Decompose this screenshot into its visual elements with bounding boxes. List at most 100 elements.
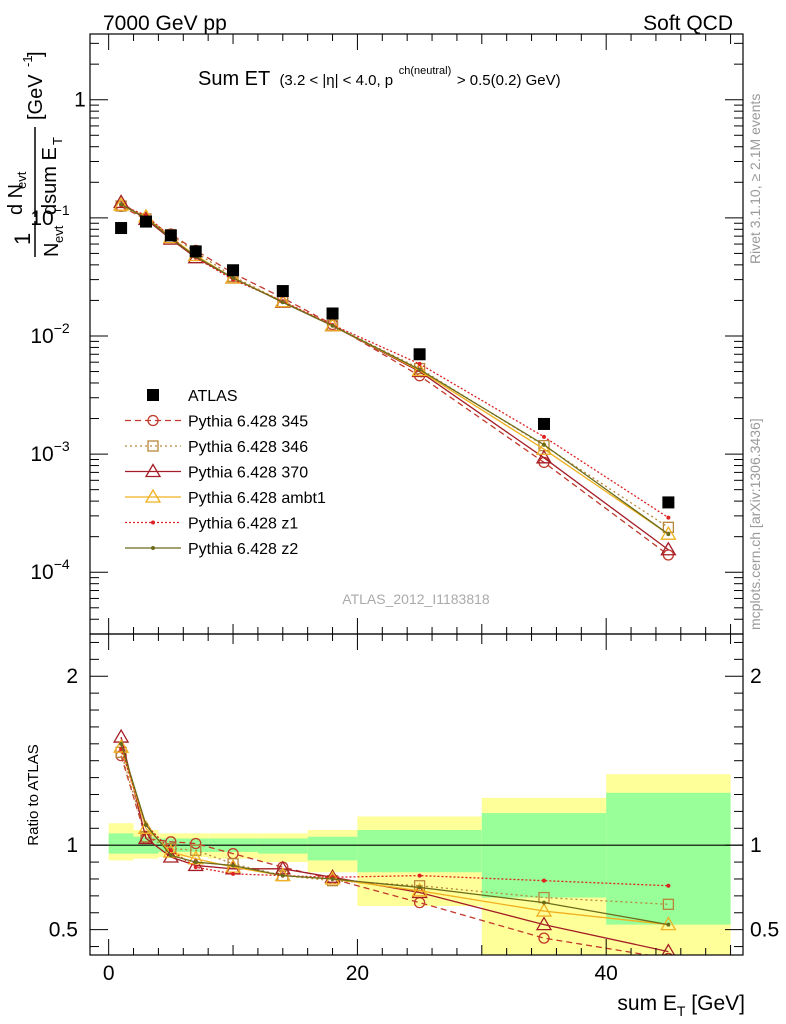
data-point (417, 885, 422, 890)
ratio-series-line (120, 755, 652, 955)
svg-text:evt: evt (14, 171, 29, 189)
atlas-data-point (227, 264, 240, 277)
atlas-data-point (139, 215, 152, 228)
data-point (666, 883, 671, 888)
data-point (280, 300, 285, 305)
uncertainty-band-inner (257, 838, 308, 854)
data-point (144, 463, 162, 478)
series-line (120, 203, 669, 535)
uncertainty-band-inner (481, 813, 607, 898)
atlas-data-point (189, 245, 202, 258)
data-point (538, 932, 550, 944)
data-point (231, 863, 236, 868)
legend-label: Pythia 6.428 346 (188, 439, 308, 456)
data-point (324, 868, 341, 883)
legend-label: ATLAS (188, 388, 238, 405)
svg-text:1: 1 (10, 233, 35, 245)
y-tick-label: 10−1 (30, 202, 70, 230)
y-tick-label: 10−2 (30, 320, 70, 348)
x-tick-label: 0 (103, 962, 115, 985)
svg-text:T: T (50, 137, 65, 145)
data-point (147, 440, 159, 452)
ratio-series-line (120, 752, 669, 905)
svg-text:-1: -1 (20, 55, 35, 67)
ratio-series-group (112, 728, 677, 955)
mcplots-label: mcplots.cern.ch [arXiv:1306.3436] (747, 418, 763, 630)
data-point (535, 440, 553, 455)
data-point (144, 488, 162, 503)
ratio-y-tick-label: 2 (750, 665, 762, 688)
data-point (666, 922, 671, 927)
data-point (411, 362, 428, 377)
svg-text:[GeV: [GeV (25, 74, 47, 120)
uncertainty-band-inner (307, 836, 358, 861)
data-point (666, 532, 671, 537)
x-tick-label: 40 (595, 962, 618, 985)
ratio-plot-area (90, 774, 743, 955)
data-point (231, 275, 236, 280)
series-line (120, 204, 669, 519)
atlas-data-point (276, 285, 289, 298)
data-point (112, 738, 130, 753)
main-y-axis-label: 1 N evt d N evt dsum E T [GeV -1 ] (5, 51, 66, 257)
uncertainty-band-inner (108, 833, 134, 854)
ratio-series-line (120, 743, 669, 926)
main-series-group (112, 194, 677, 561)
svg-text:]: ] (25, 51, 47, 57)
legend-label: Pythia 6.428 z2 (188, 541, 298, 558)
data-point (168, 848, 173, 853)
data-point (193, 865, 198, 870)
ratio-y-tick-label: 2 (66, 665, 78, 688)
data-point (165, 836, 177, 848)
data-point (417, 873, 422, 878)
data-point (147, 414, 159, 427)
uncertainty-band-inner (357, 829, 482, 873)
ratio-y-tick-label: 0.5 (49, 919, 78, 942)
ratio-series-line (120, 748, 669, 887)
data-point (330, 876, 335, 881)
plot-title: Sum ET (3.2 < |η| < 4.0, p ch(neutral) >… (198, 57, 561, 90)
rivet-version-label: Rivet 3.1.10, ≥ 2.1M events (747, 94, 763, 264)
legend: ATLAS Pythia 6.428 345 Pythia 6.428 346 Pyt… (125, 388, 326, 558)
legend-label: Pythia 6.428 ambt1 (188, 490, 326, 507)
data-point (137, 819, 155, 834)
data-point (660, 541, 677, 556)
data-point (143, 822, 148, 827)
data-point (119, 741, 124, 746)
data-point (324, 870, 341, 885)
data-point (231, 871, 236, 876)
ratio-y-tick-label: 0.5 (750, 919, 779, 942)
data-point (190, 844, 202, 856)
data-point (417, 361, 422, 366)
data-point (137, 830, 155, 845)
atlas-data-point (326, 307, 339, 320)
data-point (224, 269, 242, 284)
legend-label: Pythia 6.428 345 (188, 414, 308, 431)
data-point (535, 449, 553, 464)
data-point (280, 873, 285, 878)
data-point (119, 202, 124, 207)
data-point (330, 323, 335, 328)
y-tick-label: 10−4 (30, 556, 70, 584)
data-point (666, 515, 671, 520)
legend-label: Pythia 6.428 z1 (188, 516, 298, 533)
svg-text:d N: d N (5, 184, 27, 215)
ratio-series-line (120, 736, 669, 953)
atlas-data-point (537, 417, 550, 430)
y-tick-label: 10−3 (30, 438, 70, 466)
data-point (541, 878, 546, 883)
y-tick-label: 1 (74, 89, 86, 112)
ratio-y-tick-label: 1 (750, 834, 762, 857)
atlas-data-point (164, 229, 177, 242)
data-point (535, 902, 553, 917)
atlas-data-point (147, 389, 159, 401)
category-label: Soft QCD (643, 12, 733, 35)
data-point (417, 367, 422, 372)
data-point (151, 546, 155, 550)
x-tick-label: 20 (346, 962, 369, 985)
legend-label: Pythia 6.428 370 (188, 465, 308, 482)
data-point (151, 520, 155, 525)
data-point (541, 442, 546, 447)
ratio-y-axis-label: Ratio to ATLAS (25, 744, 42, 845)
